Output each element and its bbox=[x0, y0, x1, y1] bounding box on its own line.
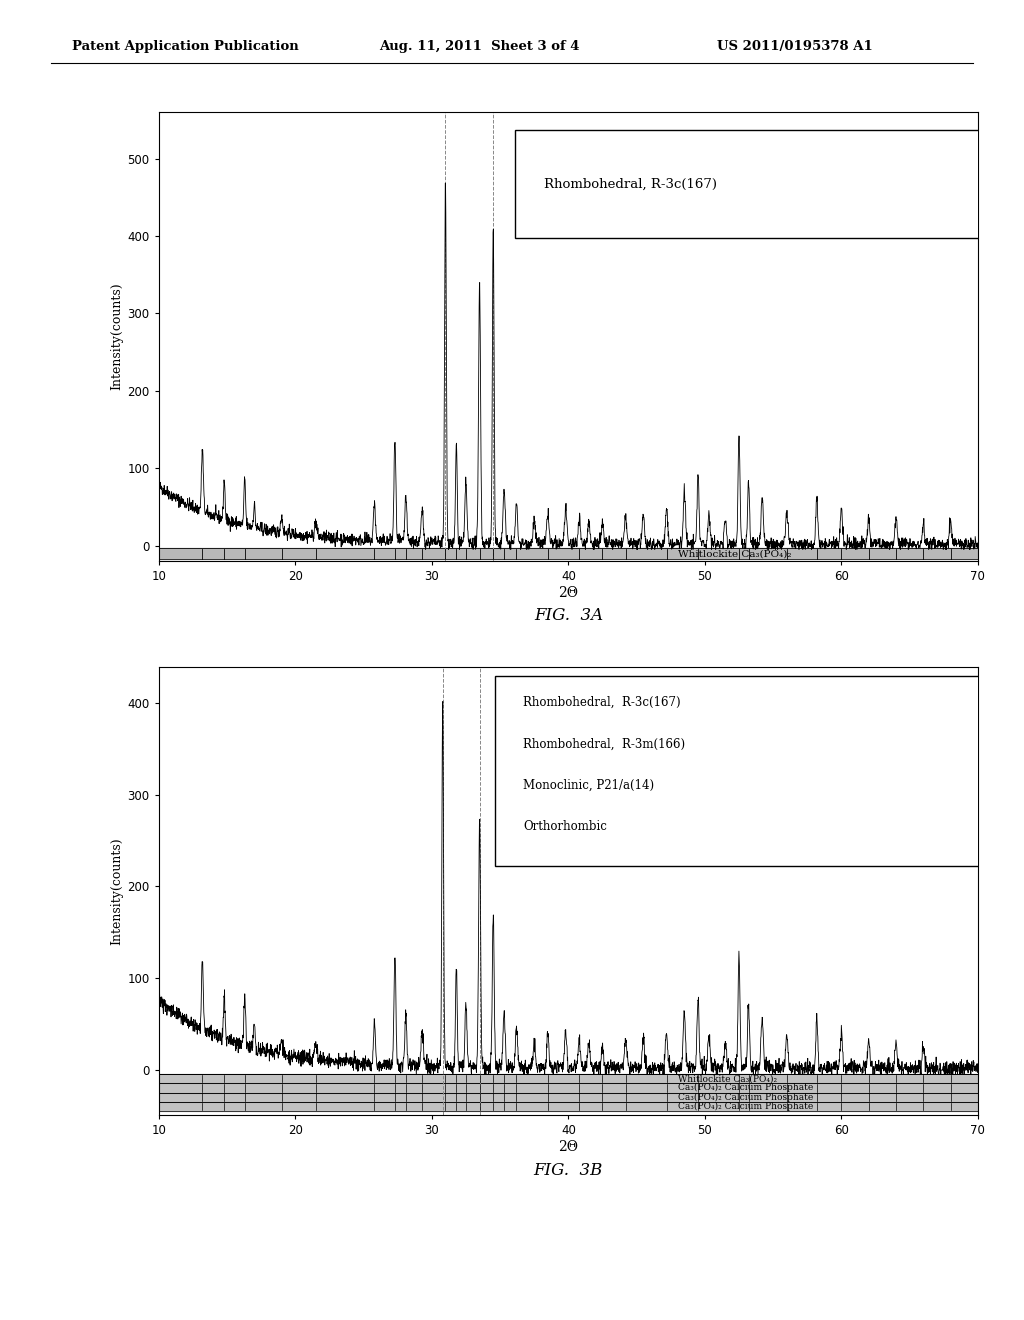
Text: Patent Application Publication: Patent Application Publication bbox=[72, 40, 298, 53]
Text: FIG.  3A: FIG. 3A bbox=[534, 607, 603, 624]
Text: Ca₃(PO₄)₂ Calcium Phosphate: Ca₃(PO₄)₂ Calcium Phosphate bbox=[678, 1102, 813, 1111]
Bar bbox=[159, 1084, 978, 1093]
Text: Whitlockite Ca₃(PO₄)₂: Whitlockite Ca₃(PO₄)₂ bbox=[678, 549, 792, 558]
Bar bbox=[159, 1074, 978, 1084]
Bar bbox=[159, 1102, 978, 1111]
Y-axis label: Intensity(counts): Intensity(counts) bbox=[111, 837, 123, 945]
Y-axis label: Intensity(counts): Intensity(counts) bbox=[111, 282, 123, 391]
Text: Ca₃(PO₄)₂ Calcium Phosphate: Ca₃(PO₄)₂ Calcium Phosphate bbox=[678, 1093, 813, 1102]
Text: Orthorhombic: Orthorhombic bbox=[523, 820, 607, 833]
X-axis label: 2Θ: 2Θ bbox=[558, 586, 579, 599]
Text: Whitlockite Ca₃(PO₄)₂: Whitlockite Ca₃(PO₄)₂ bbox=[678, 1074, 776, 1084]
Text: Aug. 11, 2011  Sheet 3 of 4: Aug. 11, 2011 Sheet 3 of 4 bbox=[379, 40, 580, 53]
Text: Monoclinic, P21/a(14): Monoclinic, P21/a(14) bbox=[523, 779, 654, 792]
Text: Rhombohedral,  R-3c(167): Rhombohedral, R-3c(167) bbox=[523, 696, 681, 709]
Text: Ca₃(PO₄)₂ Calcium Phosphate: Ca₃(PO₄)₂ Calcium Phosphate bbox=[678, 1084, 813, 1093]
Text: Rhombohedral,  R-3m(166): Rhombohedral, R-3m(166) bbox=[523, 738, 685, 750]
X-axis label: 2Θ: 2Θ bbox=[558, 1140, 579, 1154]
FancyBboxPatch shape bbox=[515, 131, 986, 238]
FancyBboxPatch shape bbox=[495, 676, 982, 866]
Bar bbox=[159, 548, 978, 560]
Text: US 2011/0195378 A1: US 2011/0195378 A1 bbox=[717, 40, 872, 53]
Text: FIG.  3B: FIG. 3B bbox=[534, 1162, 603, 1179]
Text: Rhombohedral, R-3c(167): Rhombohedral, R-3c(167) bbox=[544, 177, 717, 190]
Bar bbox=[159, 1093, 978, 1102]
